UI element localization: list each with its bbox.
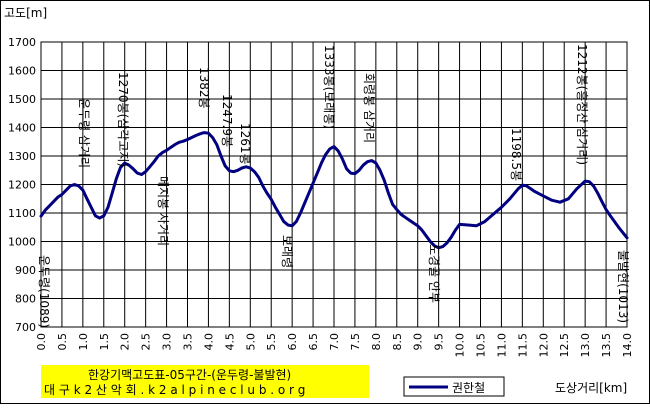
y-tick-label: 1200 bbox=[8, 179, 36, 192]
caption-club: 대 구 k 2 산 악 회 . k 2 a l p i n e c l u b … bbox=[44, 383, 305, 397]
x-tick-label: 9.5 bbox=[433, 333, 446, 351]
y-tick-label: 1300 bbox=[8, 150, 36, 163]
annotation-label: 회령봉 삼거리 bbox=[362, 73, 376, 143]
y-tick-label: 1500 bbox=[8, 93, 36, 106]
x-tick-label: 0.5 bbox=[56, 333, 69, 351]
x-tick-label: 6.0 bbox=[286, 333, 299, 351]
x-tick-label: 5.0 bbox=[244, 333, 257, 351]
x-axis-label: 도상거리[km] bbox=[555, 381, 627, 395]
x-tick-label: 8.0 bbox=[370, 333, 383, 351]
x-tick-label: 11.5 bbox=[516, 333, 529, 358]
annotation-label: 보래령 bbox=[280, 235, 294, 268]
x-tick-label: 1.5 bbox=[98, 333, 111, 351]
x-tick-label: 6.5 bbox=[307, 333, 320, 351]
x-tick-label: 14.0 bbox=[621, 333, 634, 358]
annotation-label: 운두령 삼거리 bbox=[77, 98, 91, 168]
x-tick-label: 5.5 bbox=[265, 333, 278, 351]
legend-box bbox=[403, 376, 505, 397]
annotation-label: 1333봉(보래봉) bbox=[322, 45, 336, 129]
x-tick-label: 2.0 bbox=[119, 333, 132, 351]
y-tick-label: 800 bbox=[15, 293, 36, 306]
x-tick-label: 1.0 bbox=[77, 333, 90, 351]
annotation-label: 메지봉 사거리 bbox=[156, 176, 170, 246]
x-tick-label: 2.5 bbox=[140, 333, 153, 351]
x-tick-label: 8.5 bbox=[391, 333, 404, 351]
annotation-label: 운두령(1089) bbox=[37, 255, 51, 328]
y-tick-label: 1100 bbox=[8, 207, 36, 220]
annotation-label: 1212봉(흥정산 삼거리) bbox=[575, 44, 589, 165]
annotation-label: 1261봉 bbox=[238, 123, 252, 165]
y-tick-label: 700 bbox=[15, 321, 36, 334]
annotation-label: 불발현(1013) bbox=[616, 250, 630, 323]
caption-title: 한강기맥고도표-05구간-(운두령-불발현) bbox=[88, 368, 291, 382]
x-tick-label: 12.5 bbox=[558, 333, 571, 358]
y-axis-label: 고도[m] bbox=[4, 6, 47, 20]
x-tick-label: 4.5 bbox=[223, 333, 236, 351]
x-tick-label: 11.0 bbox=[495, 333, 508, 358]
legend-label: 권한철 bbox=[452, 381, 485, 395]
x-tick-label: 7.5 bbox=[349, 333, 362, 351]
x-tick-label: 3.0 bbox=[161, 333, 174, 351]
x-tick-label: 10.0 bbox=[454, 333, 467, 358]
x-tick-label: 12.0 bbox=[537, 333, 550, 358]
x-tick-label: 7.0 bbox=[328, 333, 341, 351]
annotation-label: 1270봉(삼각고지) bbox=[116, 72, 130, 167]
y-tick-label: 900 bbox=[15, 264, 36, 277]
series-line-권한철 bbox=[39, 131, 629, 250]
x-tick-label: 4.0 bbox=[202, 333, 215, 351]
x-tick-label: 3.5 bbox=[182, 333, 195, 351]
y-tick-label: 1400 bbox=[8, 122, 36, 135]
caption-background bbox=[41, 365, 369, 398]
y-tick-label: 1700 bbox=[8, 36, 36, 49]
x-tick-label: 0.0 bbox=[35, 333, 48, 351]
annotation-label: 1198.5봉 bbox=[509, 128, 523, 181]
y-tick-label: 1000 bbox=[8, 236, 36, 249]
y-tick-labels: 700 800 900 1000 1100 1200 1300 1400 1500 1600 170… bbox=[8, 36, 36, 334]
x-tick-label: 13.5 bbox=[600, 333, 613, 358]
annotations: 운두령(1089) 운두령 삼거리 1270봉(삼각고지) 메지봉 사거리 1382봉 1… bbox=[37, 44, 630, 328]
annotation-label: 1382봉 bbox=[197, 67, 211, 109]
annotation-label: 1247.9봉 bbox=[220, 94, 234, 147]
x-tick-label: 10.5 bbox=[475, 333, 488, 358]
annotation-label: 도경골 안부 bbox=[427, 244, 441, 303]
y-tick-label: 1600 bbox=[8, 65, 36, 78]
x-tick-label: 9.0 bbox=[412, 333, 425, 351]
x-tick-label: 13.0 bbox=[579, 333, 592, 358]
x-tick-labels: 0.0 0.5 1.0 1.5 2.0 2.5 3.0 3.5 4.0 4.5 5.0 5.5 6.0 6… bbox=[35, 333, 634, 358]
plot-area bbox=[40, 41, 628, 328]
